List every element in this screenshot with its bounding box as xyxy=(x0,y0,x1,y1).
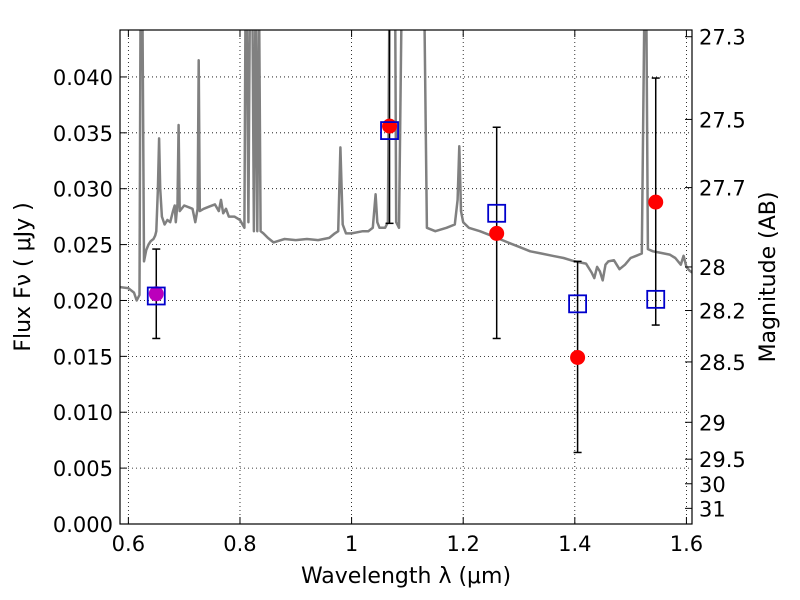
x-axis-label: Wavelength λ (μm) xyxy=(301,564,511,589)
mag-tick-label: 28.5 xyxy=(699,351,746,375)
y-tick-label: 0.040 xyxy=(53,66,113,90)
observed-point xyxy=(382,118,398,134)
x-tick-labels: 0.6 0.8 1 1.2 1.4 1.6 xyxy=(112,532,703,556)
mag-tick-label: 29 xyxy=(699,411,726,435)
y-tick-label: 0.015 xyxy=(53,345,113,369)
observed-point xyxy=(570,349,586,365)
markers-layer xyxy=(146,118,666,365)
mag-tick-label: 31 xyxy=(699,497,726,521)
mag-tick-label: 28 xyxy=(699,256,726,280)
y-tick-label: 0.005 xyxy=(53,457,113,481)
y-tick-label: 0.020 xyxy=(53,289,113,313)
y-tick-labels: 0.000 0.005 0.010 0.015 0.020 0.025 0.030 0.035… xyxy=(53,66,113,537)
model-point xyxy=(146,286,166,306)
plot-frame xyxy=(119,29,693,525)
observed-point xyxy=(648,194,664,210)
y-axis-label: Flux Fν ( μJy ) xyxy=(11,202,36,351)
y-tick-label: 0.035 xyxy=(53,122,113,146)
model-point xyxy=(487,203,507,223)
mag-tick-label: 29.5 xyxy=(699,448,746,472)
model-point xyxy=(568,294,587,314)
template-spectrum-line xyxy=(120,30,692,302)
axis-ticks xyxy=(120,30,692,525)
mag-tick-label: 27.7 xyxy=(699,177,746,201)
x-tick-label: 1.4 xyxy=(558,532,591,556)
y-tick-label: 0.000 xyxy=(53,513,113,537)
x-tick-label: 0.6 xyxy=(112,532,145,556)
x-tick-label: 0.8 xyxy=(223,532,256,556)
observed-point xyxy=(148,286,164,302)
y-axis-label-right: Magnitude (AB) xyxy=(756,192,781,363)
y-tick-label: 0.025 xyxy=(53,234,113,258)
y-tick-label: 0.030 xyxy=(53,178,113,202)
model-point xyxy=(646,289,666,309)
template-spectrum-layer xyxy=(120,30,692,302)
x-tick-label: 1 xyxy=(345,532,358,556)
x-tick-label: 1.2 xyxy=(446,532,479,556)
y-tick-label: 0.010 xyxy=(53,401,113,425)
x-tick-label: 1.6 xyxy=(670,532,703,556)
mag-tick-label: 27.3 xyxy=(699,26,746,50)
model-point xyxy=(380,121,399,140)
mag-tick-label: 28.2 xyxy=(699,300,746,324)
plot-background xyxy=(120,30,692,524)
mag-tick-label: 30 xyxy=(699,473,726,497)
observed-point xyxy=(489,225,505,241)
mag-tick-label: 27.5 xyxy=(699,108,746,132)
